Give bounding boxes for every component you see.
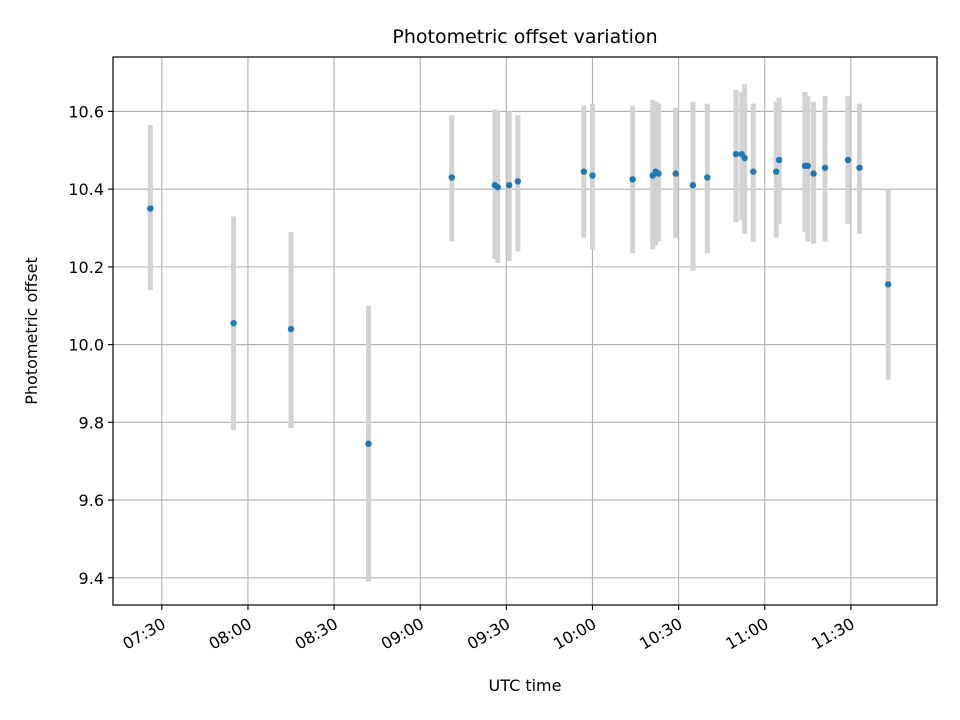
data-point	[775, 156, 783, 164]
data-point	[672, 170, 679, 177]
data-point	[773, 168, 780, 175]
y-tick-label: 9.8	[79, 413, 104, 432]
data-point	[365, 440, 372, 447]
data-point	[884, 281, 892, 288]
data-point	[810, 170, 817, 177]
data-point	[732, 150, 740, 158]
data-point	[506, 182, 513, 189]
y-tick-label: 10.4	[68, 180, 104, 199]
data-point	[821, 164, 829, 171]
x-axis-title: UTC time	[489, 676, 562, 695]
data-point	[856, 164, 863, 171]
data-point	[741, 154, 748, 162]
data-point	[147, 205, 154, 212]
data-point	[804, 162, 812, 170]
y-tick-label: 10.2	[68, 258, 104, 277]
data-point	[230, 320, 237, 327]
data-point	[589, 172, 596, 179]
data-point	[704, 174, 711, 181]
chart-title: Photometric offset variation	[392, 26, 657, 48]
y-tick-label: 9.6	[79, 491, 104, 510]
y-tick-label: 9.4	[79, 569, 104, 588]
data-point	[689, 182, 697, 189]
data-point	[287, 325, 295, 333]
data-point	[494, 183, 501, 191]
data-point	[655, 170, 662, 177]
y-tick-label: 10.6	[68, 102, 104, 121]
data-point	[514, 178, 522, 185]
data-point	[750, 168, 757, 175]
data-point	[844, 156, 852, 164]
data-points	[147, 150, 892, 447]
grid	[113, 57, 937, 605]
plot-frame	[112, 56, 938, 606]
y-axis-title: Photometric offset	[22, 257, 41, 405]
data-point	[629, 176, 636, 183]
data-point	[448, 174, 455, 181]
y-tick-label: 10.0	[68, 336, 104, 355]
data-point	[580, 168, 588, 175]
y-axis: 9.4 9.6 9.8 10.0 10.2 10.4 10.6	[68, 102, 113, 588]
